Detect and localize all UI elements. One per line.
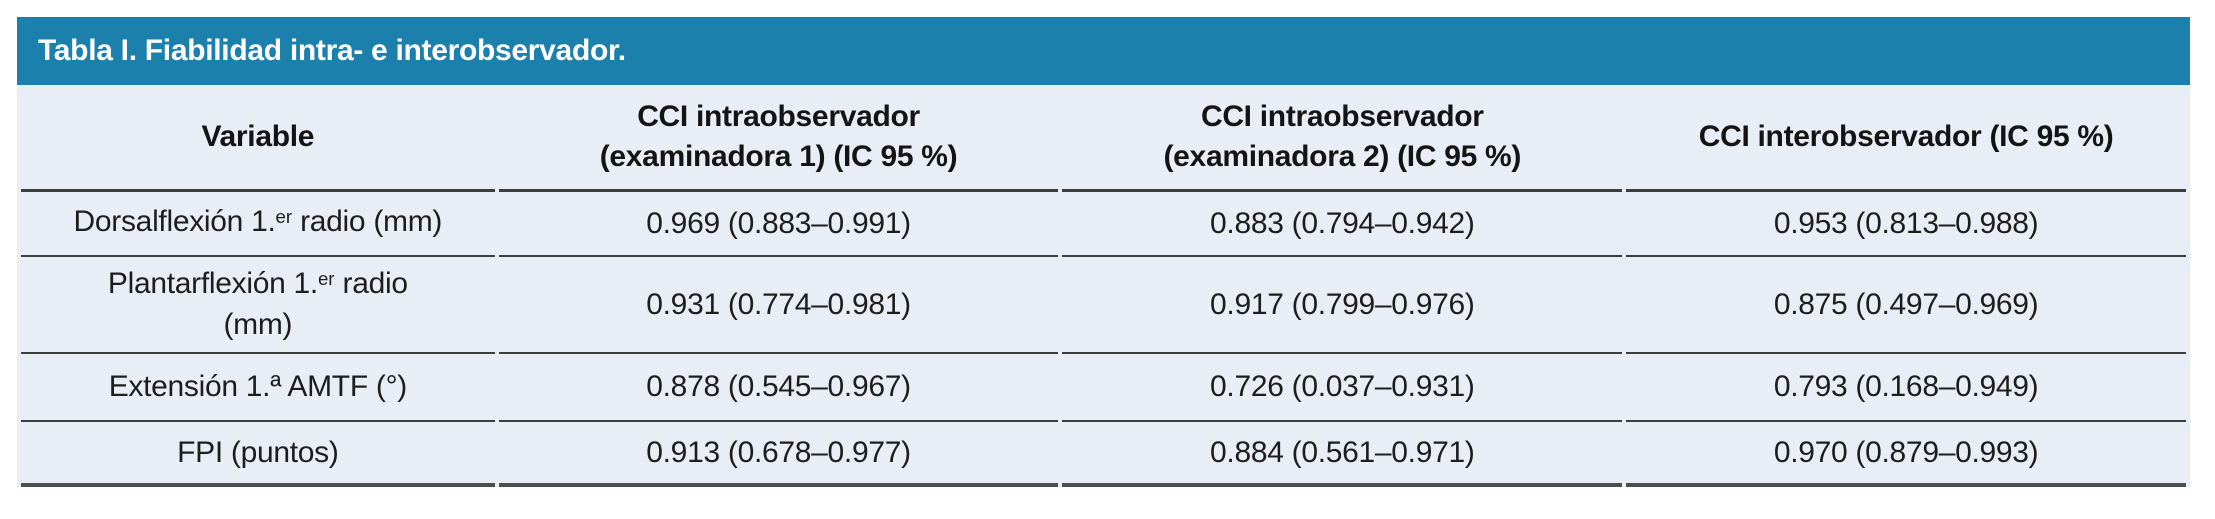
- value-cell: 0.875 (0.497–0.969): [1626, 257, 2186, 354]
- value-cell: 0.878 (0.545–0.967): [498, 354, 1059, 422]
- variable-cell-extension-amtf: Extensión 1.ª AMTF (°): [21, 354, 495, 422]
- value-cell: 0.931 (0.774–0.981): [498, 257, 1059, 354]
- value-cell: 0.917 (0.799–0.976): [1062, 257, 1623, 354]
- column-header-line: (examinadora 1) (IC 95 %): [599, 140, 958, 173]
- variable-superscript: er: [317, 267, 335, 289]
- variable-superscript: er: [275, 205, 293, 227]
- column-header-variable: Variable: [21, 85, 495, 192]
- variable-text: Extensión 1.ª AMTF (°): [108, 370, 408, 403]
- variable-cell-dorsalflexion: Dorsalflexión 1.er radio (mm): [21, 192, 495, 257]
- variable-text: radio: [334, 267, 409, 300]
- variable-text: Dorsalflexión 1.: [73, 205, 276, 238]
- column-header-line: (examinadora 2) (IC 95 %): [1163, 140, 1522, 173]
- variable-cell-plantarflexion: Plantarflexión 1.er radio (mm): [21, 257, 495, 354]
- variable-text: radio (mm): [292, 205, 443, 238]
- table-title: Tabla I. Fiabilidad intra- e interobserv…: [38, 34, 626, 67]
- column-header-line: CCI interobservador (IC 95 %): [1698, 120, 2114, 153]
- value-cell: 0.953 (0.813–0.988): [1626, 192, 2186, 257]
- column-header-line: CCI intraobservador: [1200, 100, 1484, 133]
- table-title-bar: Tabla I. Fiabilidad intra- e interobserv…: [17, 17, 2190, 85]
- table-body: Dorsalflexión 1.er radio (mm) 0.969 (0.88…: [21, 192, 2186, 487]
- column-header-line: CCI intraobservador: [637, 100, 920, 133]
- table-row-dorsalflexion: Dorsalflexión 1.er radio (mm) 0.969 (0.88…: [21, 192, 2186, 257]
- column-header-line: Variable: [201, 120, 315, 153]
- value-cell: 0.969 (0.883–0.991): [498, 192, 1059, 257]
- column-header-cci-intra-1: CCI intraobservador (examinadora 1) (IC 9…: [498, 85, 1059, 192]
- table-row-fpi: FPI (puntos) 0.913 (0.678–0.977) 0.884 (0.…: [21, 422, 2186, 487]
- reliability-table: Variable CCI intraobservador (examinadora …: [17, 85, 2190, 487]
- value-cell: 0.726 (0.037–0.931): [1062, 354, 1623, 422]
- table-header: Variable CCI intraobservador (examinadora …: [21, 85, 2186, 192]
- variable-text: Plantarflexión 1.: [107, 267, 318, 300]
- column-header-cci-intra-2: CCI intraobservador (examinadora 2) (IC 9…: [1062, 85, 1623, 192]
- value-cell: 0.884 (0.561–0.971): [1062, 422, 1623, 487]
- value-cell: 0.793 (0.168–0.949): [1626, 354, 2186, 422]
- variable-cell-fpi: FPI (puntos): [21, 422, 495, 487]
- variable-text: FPI (puntos): [177, 435, 339, 469]
- value-cell: 0.970 (0.879–0.993): [1626, 422, 2186, 487]
- value-cell: 0.883 (0.794–0.942): [1062, 192, 1623, 257]
- table-row-extension-amtf: Extensión 1.ª AMTF (°) 0.878 (0.545–0.967…: [21, 354, 2186, 422]
- table-row-plantarflexion: Plantarflexión 1.er radio (mm) 0.931 (0.77…: [21, 257, 2186, 354]
- variable-text: (mm): [223, 308, 293, 341]
- table-header-row: Variable CCI intraobservador (examinadora …: [21, 85, 2186, 192]
- column-header-cci-inter: CCI interobservador (IC 95 %): [1626, 85, 2186, 192]
- reliability-table-figure: Tabla I. Fiabilidad intra- e interobserv…: [17, 17, 2190, 487]
- value-cell: 0.913 (0.678–0.977): [498, 422, 1059, 487]
